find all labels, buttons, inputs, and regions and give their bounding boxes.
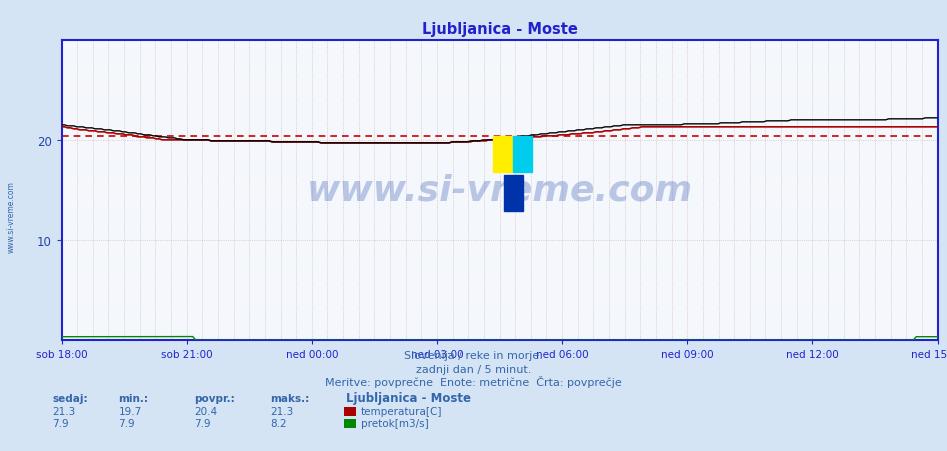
Text: 19.7: 19.7 <box>118 406 142 416</box>
Text: 20.4: 20.4 <box>194 406 217 416</box>
Text: 8.2: 8.2 <box>270 418 287 428</box>
Text: 21.3: 21.3 <box>52 406 76 416</box>
Bar <box>512 137 532 173</box>
Text: sedaj:: sedaj: <box>52 393 88 403</box>
Text: zadnji dan / 5 minut.: zadnji dan / 5 minut. <box>416 364 531 374</box>
Text: povpr.:: povpr.: <box>194 393 235 403</box>
Text: maks.:: maks.: <box>270 393 309 403</box>
Text: Ljubljanica - Moste: Ljubljanica - Moste <box>346 391 471 405</box>
Text: min.:: min.: <box>118 393 149 403</box>
Text: 7.9: 7.9 <box>52 418 69 428</box>
Title: Ljubljanica - Moste: Ljubljanica - Moste <box>421 22 578 37</box>
Text: www.si-vreme.com: www.si-vreme.com <box>307 174 692 207</box>
Text: 7.9: 7.9 <box>118 418 135 428</box>
Text: pretok[m3/s]: pretok[m3/s] <box>361 418 429 428</box>
Text: 7.9: 7.9 <box>194 418 211 428</box>
Bar <box>493 137 512 173</box>
Text: 21.3: 21.3 <box>270 406 294 416</box>
Text: Meritve: povprečne  Enote: metrične  Črta: povprečje: Meritve: povprečne Enote: metrične Črta:… <box>325 376 622 387</box>
Bar <box>504 175 523 212</box>
Text: www.si-vreme.com: www.si-vreme.com <box>7 180 16 253</box>
Text: temperatura[C]: temperatura[C] <box>361 406 442 416</box>
Text: Slovenija / reke in morje.: Slovenija / reke in morje. <box>404 350 543 360</box>
